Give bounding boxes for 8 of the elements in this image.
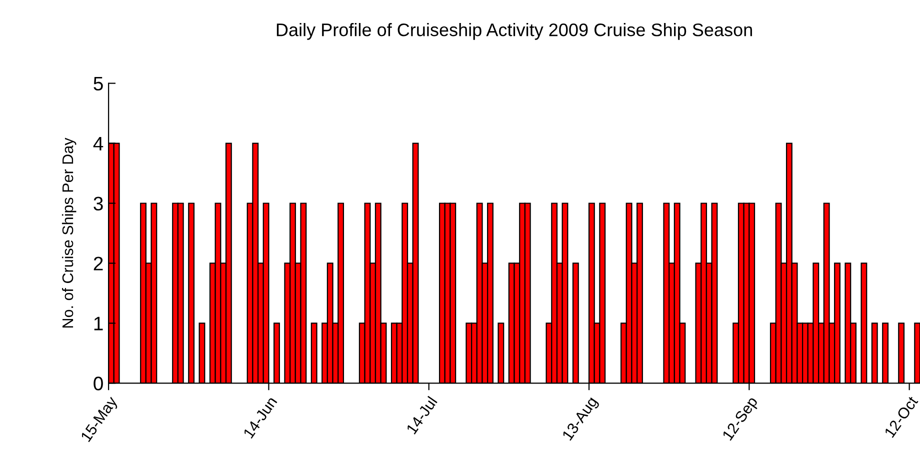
chart-title: Daily Profile of Cruiseship Activity 2009 Cruise Ship Season [276,22,752,40]
y-axis-title: No. of Cruise Ships Per Day [62,138,76,328]
y-tick-label: 1 [94,316,103,330]
y-tick-label: 5 [94,76,103,91]
y-tick-label: 3 [94,196,103,210]
y-tick-label: 2 [94,256,103,270]
y-tick-label: 0 [94,376,103,390]
y-tick-label: 4 [93,136,104,150]
